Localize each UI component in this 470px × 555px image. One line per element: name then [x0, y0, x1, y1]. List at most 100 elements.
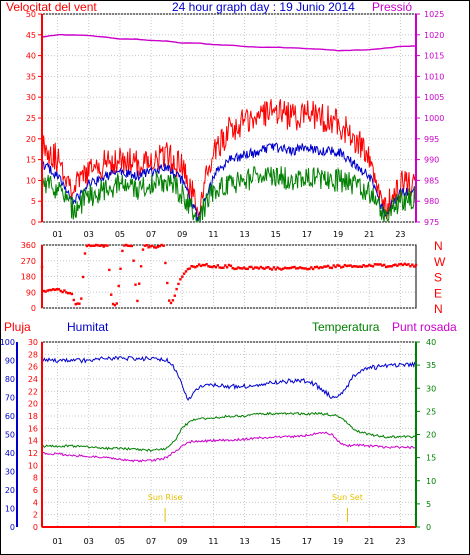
wind-direction-point: [171, 299, 175, 302]
wind-direction-point: [332, 264, 335, 267]
panel3-x-tick-label: 15: [271, 537, 281, 546]
wind-direction-point: [111, 302, 115, 306]
wind-direction-point: [291, 266, 294, 269]
wind-direction-point: [254, 266, 257, 269]
wind-direction-point: [44, 290, 47, 293]
temperature-tick-label: 25: [426, 407, 436, 416]
wind-direction-point: [407, 263, 410, 266]
panel1-right-tick-label: 1010: [424, 72, 444, 81]
wind-direction-point: [409, 265, 412, 268]
panel1-x-tick-label: 19: [333, 230, 343, 239]
wind-direction-point: [371, 265, 375, 268]
wind-direction-point: [235, 267, 238, 270]
temperature-tick-label: 0: [426, 523, 431, 532]
wind-direction-point: [237, 266, 240, 269]
panel1-left-tick-label: 15: [26, 156, 36, 165]
wind-direction-point: [139, 265, 143, 268]
wind-direction-point: [396, 264, 399, 267]
wind-direction-point: [214, 266, 218, 269]
wind-direction-point: [377, 263, 380, 266]
wind-direction-point: [364, 265, 367, 268]
wind-direction-point: [317, 266, 320, 270]
wind-direction-point: [192, 265, 195, 268]
wind-direction-point: [158, 244, 161, 248]
graph-title: 24 hour graph day : 19 Junio 2014: [172, 0, 355, 14]
humidity-tick-label: 40: [5, 449, 15, 458]
wind-direction-point: [181, 275, 184, 278]
panel3-x-tick-label: 17: [302, 537, 312, 546]
wind-direction-point: [67, 292, 70, 295]
humidity-tick-label: 70: [5, 394, 15, 403]
wind-direction-point: [123, 244, 126, 247]
temperature-tick-label: 40: [426, 338, 436, 347]
wind-direction-point: [203, 264, 206, 267]
wind-direction-point: [289, 266, 292, 270]
wind-direction-point: [252, 267, 255, 270]
panel3-frame: [41, 341, 417, 528]
rain-tick-label: 16: [28, 424, 38, 433]
wind-direction-point: [80, 297, 83, 300]
wind-direction-point: [212, 265, 216, 268]
panel1-right-tick-label: 1005: [424, 93, 444, 102]
humidity-tick-label: 10: [5, 505, 15, 514]
wind-direction-point: [93, 244, 96, 247]
wind-direction-point: [220, 266, 223, 269]
wind-direction-point: [267, 266, 270, 269]
wind-direction-point: [175, 287, 178, 291]
panel1-right-tick-label: 995: [424, 135, 439, 144]
wind-direction-point: [293, 265, 296, 269]
wind-direction-point: [368, 263, 371, 267]
wind-direction-point: [182, 272, 186, 275]
wind-direction-point: [153, 246, 156, 249]
wind-direction-point: [381, 264, 384, 267]
wind-direction-point: [334, 265, 337, 269]
wind-average-series: [41, 142, 417, 221]
wind-direction-point: [98, 244, 102, 247]
wind-direction-point: [104, 244, 107, 247]
wind-direction-point: [121, 249, 124, 253]
panel2-compass-letter: W: [434, 255, 446, 269]
wind-direction-point: [50, 288, 53, 292]
wind-direction-point: [298, 266, 302, 269]
wind-direction-point: [351, 265, 354, 268]
wind-direction-point: [164, 261, 167, 265]
panel3-x-tick-label: 09: [177, 537, 187, 546]
rain-tick-label: 22: [28, 387, 38, 396]
wind-low-series: [41, 166, 417, 223]
wind-direction-point: [383, 263, 386, 267]
rain-tick-label: 24: [28, 375, 38, 384]
panel2-left-tick-label: 360: [21, 241, 36, 250]
humidity-tick-label: 80: [5, 375, 15, 384]
grid-layer: [41, 13, 417, 528]
dewpoint-series: [41, 431, 417, 463]
wind-direction-point: [211, 265, 214, 269]
wind-direction-point: [179, 278, 182, 281]
wind-direction-point: [366, 264, 369, 268]
wind-direction-point: [227, 263, 231, 267]
panel1-right-tick-label: 990: [424, 156, 439, 165]
wind-direction-point: [102, 245, 105, 248]
wind-direction-point: [295, 267, 298, 270]
humidity-tick-label: 30: [5, 468, 15, 477]
humidity-tick-label: 100: [0, 338, 15, 347]
wind-direction-point: [113, 304, 117, 307]
wind-direction-point: [134, 283, 137, 286]
panel1-left-tick-label: 25: [26, 114, 36, 123]
wind-direction-point: [132, 259, 135, 262]
rain-tick-label: 20: [28, 400, 38, 409]
wind-direction-point: [65, 291, 68, 294]
wind-direction-point: [130, 244, 133, 248]
panel1-x-tick-label: 21: [364, 230, 374, 239]
wind-direction-point: [95, 243, 98, 247]
wind-direction-point: [244, 267, 247, 270]
temperature-tick-label: 20: [426, 431, 436, 440]
rain-tick-label: 0: [33, 523, 38, 532]
wind-direction-point: [74, 303, 77, 306]
wind-direction-point: [177, 282, 180, 286]
rain-tick-label: 30: [28, 338, 38, 347]
panel3-x-tick-label: 03: [84, 537, 94, 546]
wind-direction-point: [302, 267, 305, 270]
wind-direction-point: [297, 267, 300, 270]
wind-direction-point: [308, 267, 311, 271]
